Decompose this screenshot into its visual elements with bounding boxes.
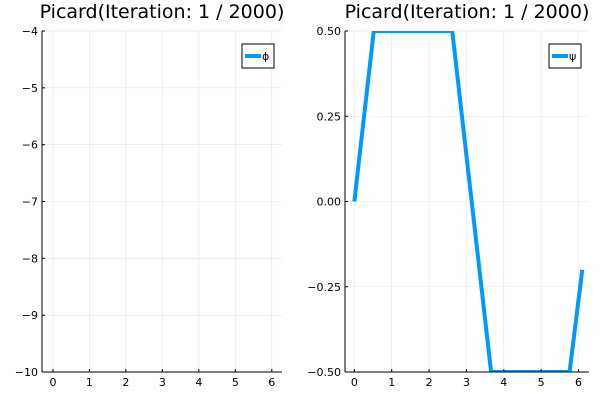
left-subplot-grid: [42, 30, 282, 373]
left-y-tick-label: −8: [22, 252, 38, 265]
left-subplot-legend: ϕ: [241, 43, 275, 69]
right-x-tick-label: 2: [426, 376, 433, 389]
left-subplot-title: Picard(Iteration: 1 / 2000): [40, 1, 285, 23]
right-y-tick-label: −0.50: [307, 366, 341, 379]
left-subplot: Picard(Iteration: 1 / 2000) 0 1 2 3 4 5 6 −10 −9…: [15, 1, 285, 389]
right-y-tick-label: 0.00: [317, 196, 342, 209]
left-legend-label: ϕ: [262, 50, 269, 63]
left-x-tick-label: 1: [86, 376, 93, 389]
right-x-tick-label: 5: [538, 376, 545, 389]
left-x-tick-label: 6: [268, 376, 275, 389]
right-x-tick-label: 6: [575, 376, 582, 389]
left-y-tick-label: −4: [22, 25, 38, 38]
left-y-tick-label: −9: [22, 309, 38, 322]
right-subplot-series: [352, 31, 585, 372]
right-subplot-legend: ψ: [548, 43, 582, 69]
left-x-tick-label: 4: [195, 376, 202, 389]
left-x-tick-label: 3: [159, 376, 166, 389]
right-x-tick-label: 0: [351, 376, 358, 389]
right-subplot: Picard(Iteration: 1 / 2000) 0 1 2 3 4 5 6 −0.50…: [307, 1, 589, 389]
left-y-tick-label: −10: [15, 366, 38, 379]
left-y-tick-label: −7: [22, 196, 38, 209]
right-subplot-title: Picard(Iteration: 1 / 2000): [345, 1, 590, 23]
right-x-tick-label: 4: [500, 376, 507, 389]
left-y-tick-label: −6: [22, 139, 38, 152]
left-x-tick-label: 5: [232, 376, 239, 389]
right-subplot-ticks: 0 1 2 3 4 5 6 −0.50 −0.25 0.00 0.25 0.50: [307, 25, 582, 389]
left-subplot-ticks: 0 1 2 3 4 5 6 −10 −9 −8 −7 −6 −5 −4: [15, 25, 276, 389]
right-y-tick-label: −0.25: [307, 281, 341, 294]
left-x-tick-label: 0: [49, 376, 56, 389]
right-x-tick-label: 3: [463, 376, 470, 389]
right-x-tick-label: 1: [388, 376, 395, 389]
right-series-line: [352, 31, 585, 372]
right-y-tick-label: 0.25: [317, 110, 342, 123]
left-y-tick-label: −5: [22, 82, 38, 95]
right-y-tick-label: 0.50: [317, 25, 342, 38]
left-x-tick-label: 2: [122, 376, 129, 389]
right-legend-label: ψ: [569, 50, 576, 63]
